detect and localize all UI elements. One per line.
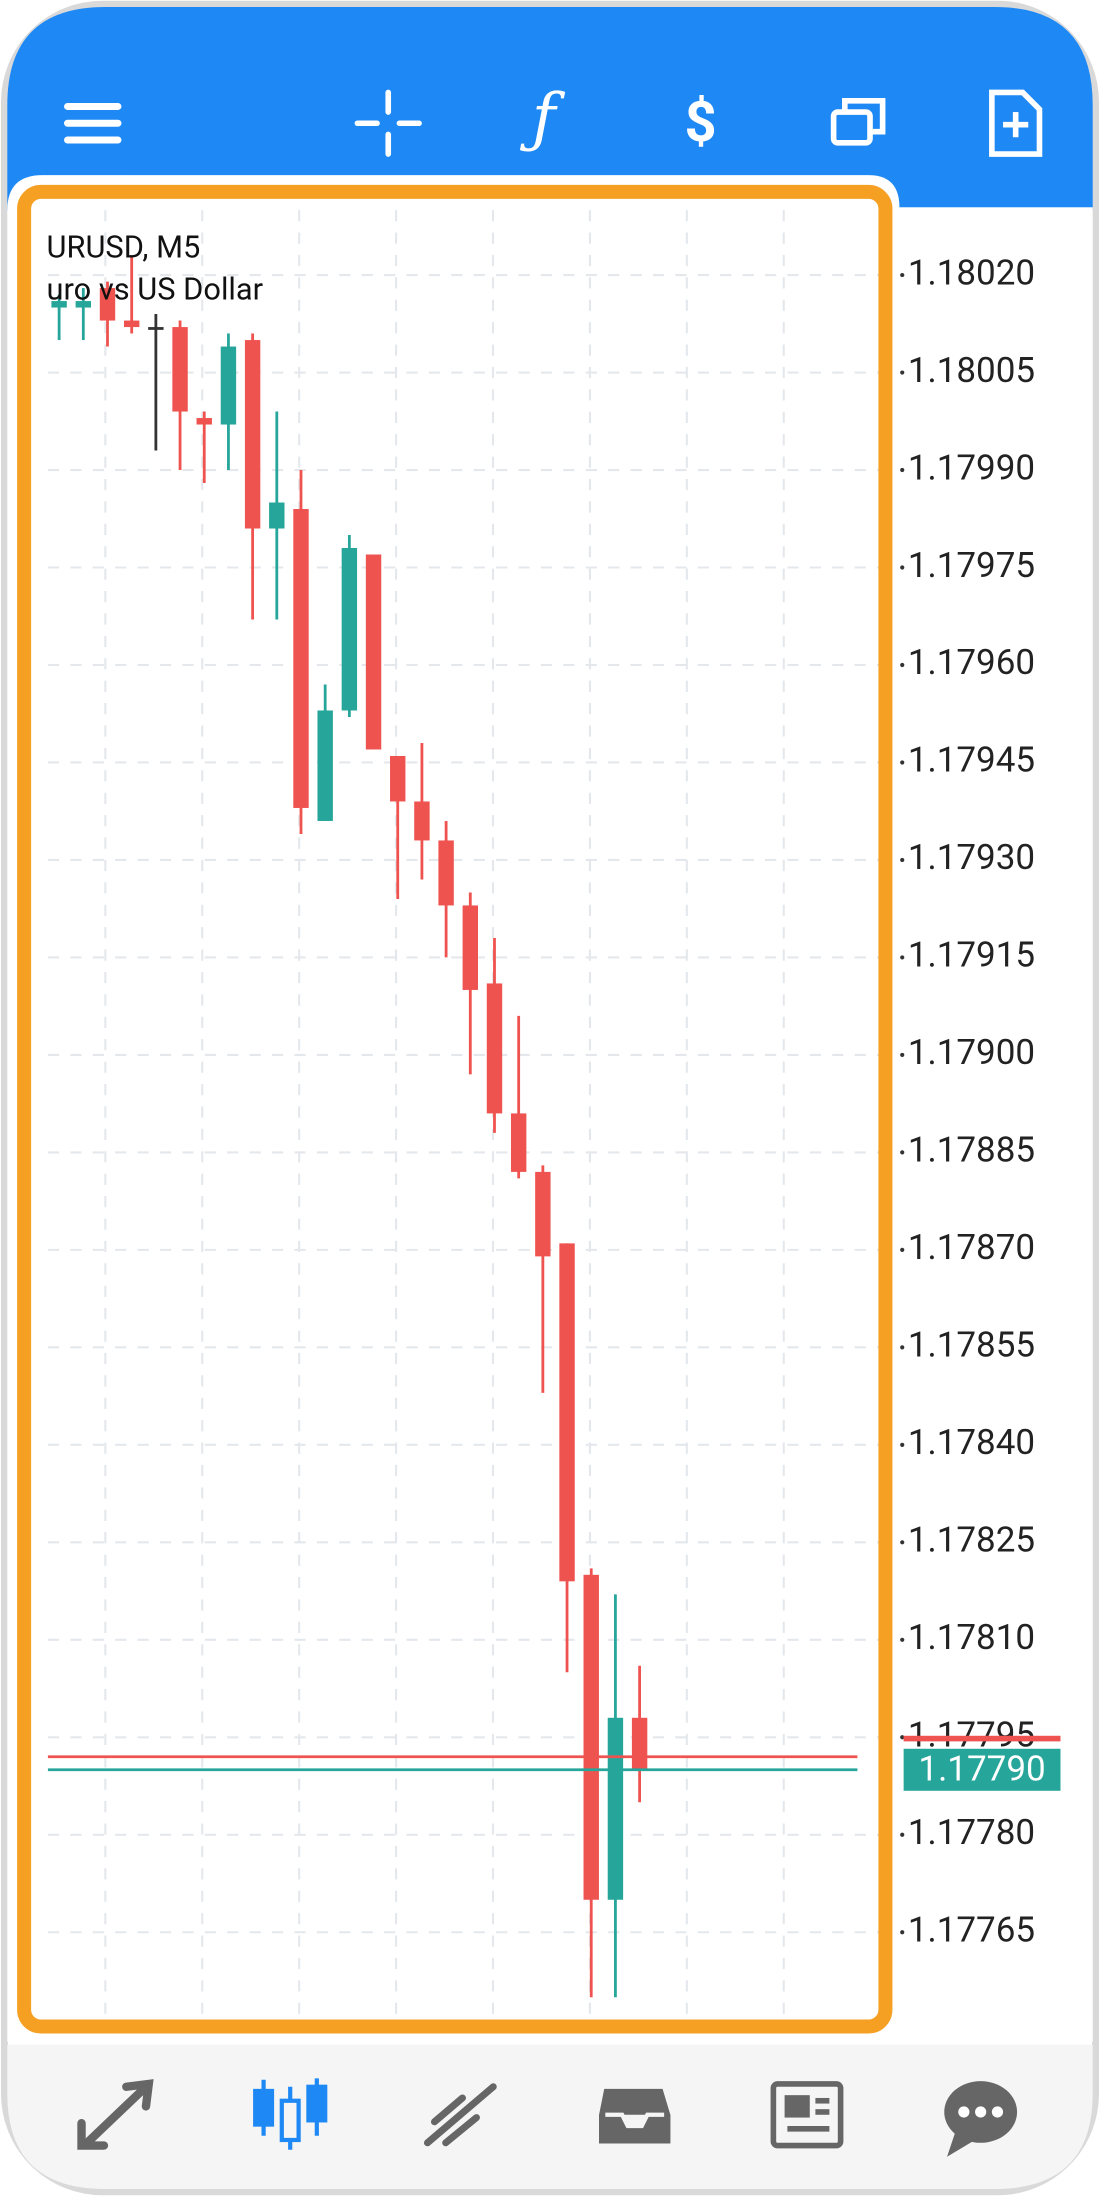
crosshair-icon[interactable] [354,89,422,157]
candle-body [51,301,67,308]
tick-dot [900,1930,905,1935]
tick-dot [900,1832,905,1837]
tick-dot [900,272,905,278]
price-tag [903,1748,1061,1791]
candle-body [172,327,188,412]
y-tick-label: 1.17960 [908,642,1035,683]
chart [47,210,880,2017]
candle-body [583,1574,599,1900]
tick-dot [900,1052,905,1058]
candle-body [341,548,358,711]
y-tick-label: 1.17855 [908,1325,1035,1366]
chart-subtitle: uro vs US Dollar [47,270,264,307]
candle-body [220,346,237,425]
y-tick-label: 1.17870 [908,1227,1035,1268]
candle-body [75,301,92,308]
bottom-nav [7,2044,1093,2189]
news-tab[interactable] [770,2081,844,2149]
menu-icon[interactable] [64,102,122,144]
candle-body [390,755,406,802]
tick-dot [900,370,905,375]
tick-dot [900,662,905,668]
tick-dot [900,857,905,863]
candle-body [414,801,430,841]
tick-dot [900,1345,905,1350]
y-tick-label: 1.17810 [908,1617,1035,1658]
y-tick-label: 1.18020 [908,252,1035,293]
tick-dot [900,467,905,473]
y-tick-label: 1.17825 [908,1520,1035,1561]
candle-body [486,983,503,1114]
y-tick-label: 1.18005 [908,350,1035,391]
candle-body [196,418,212,425]
candle-body [244,340,261,529]
chat-tab[interactable] [944,2081,1018,2157]
candle-body [123,320,140,328]
y-tick-label: 1.17975 [908,545,1035,586]
candle-body [535,1171,551,1257]
candle-body [438,840,454,906]
y-tick-label: 1.17900 [908,1032,1035,1073]
windows-icon[interactable] [830,98,886,146]
candle-body [462,905,478,990]
tick-dot [900,1637,905,1642]
trade-icon[interactable]: $ [684,89,716,155]
candle-body [365,554,382,750]
tick-dot [900,760,905,765]
candle-body [510,1113,527,1172]
y-tick-label: 1.17765 [908,1910,1035,1951]
candle-body [559,1243,575,1582]
y-tick-label: 1.17780 [908,1812,1035,1853]
y-tick-label: 1.17840 [908,1422,1035,1463]
chart-tab[interactable] [253,2078,328,2150]
trade-tab[interactable] [423,2083,497,2147]
y-tick-label: 1.17945 [908,740,1035,781]
tick-dot [900,955,905,960]
chart-title: URUSD, M5 [47,228,201,265]
tick-dot [900,1150,905,1155]
tick-dot [900,1442,905,1447]
chart-card [7,175,900,2042]
candle-body [607,1717,624,1900]
top-bar [7,7,1093,211]
y-tick-label: 1.17795 [908,1715,1035,1756]
new-order-icon[interactable] [989,89,1043,157]
candle-body [269,502,285,529]
y-tick-label: 1.17885 [908,1130,1035,1171]
price-tag-label: 1.17790 [918,1748,1045,1789]
highlight-frame [17,184,893,2034]
history-tab[interactable] [594,2084,675,2148]
quotes-tab[interactable] [77,2079,154,2150]
y-tick-label: 1.17930 [908,837,1035,878]
tick-dot [900,565,905,570]
candle-body [631,1717,648,1770]
candle-body [148,327,164,330]
tick-dot [900,1540,905,1545]
ask-tag [903,1735,1061,1742]
tick-dot [900,1735,905,1740]
y-tick-label: 1.17990 [908,447,1035,488]
candle-body [293,509,309,808]
candle-body [317,710,333,821]
candle-body [99,288,116,321]
tick-dot [900,1247,905,1252]
y-tick-label: 1.17915 [908,935,1035,976]
